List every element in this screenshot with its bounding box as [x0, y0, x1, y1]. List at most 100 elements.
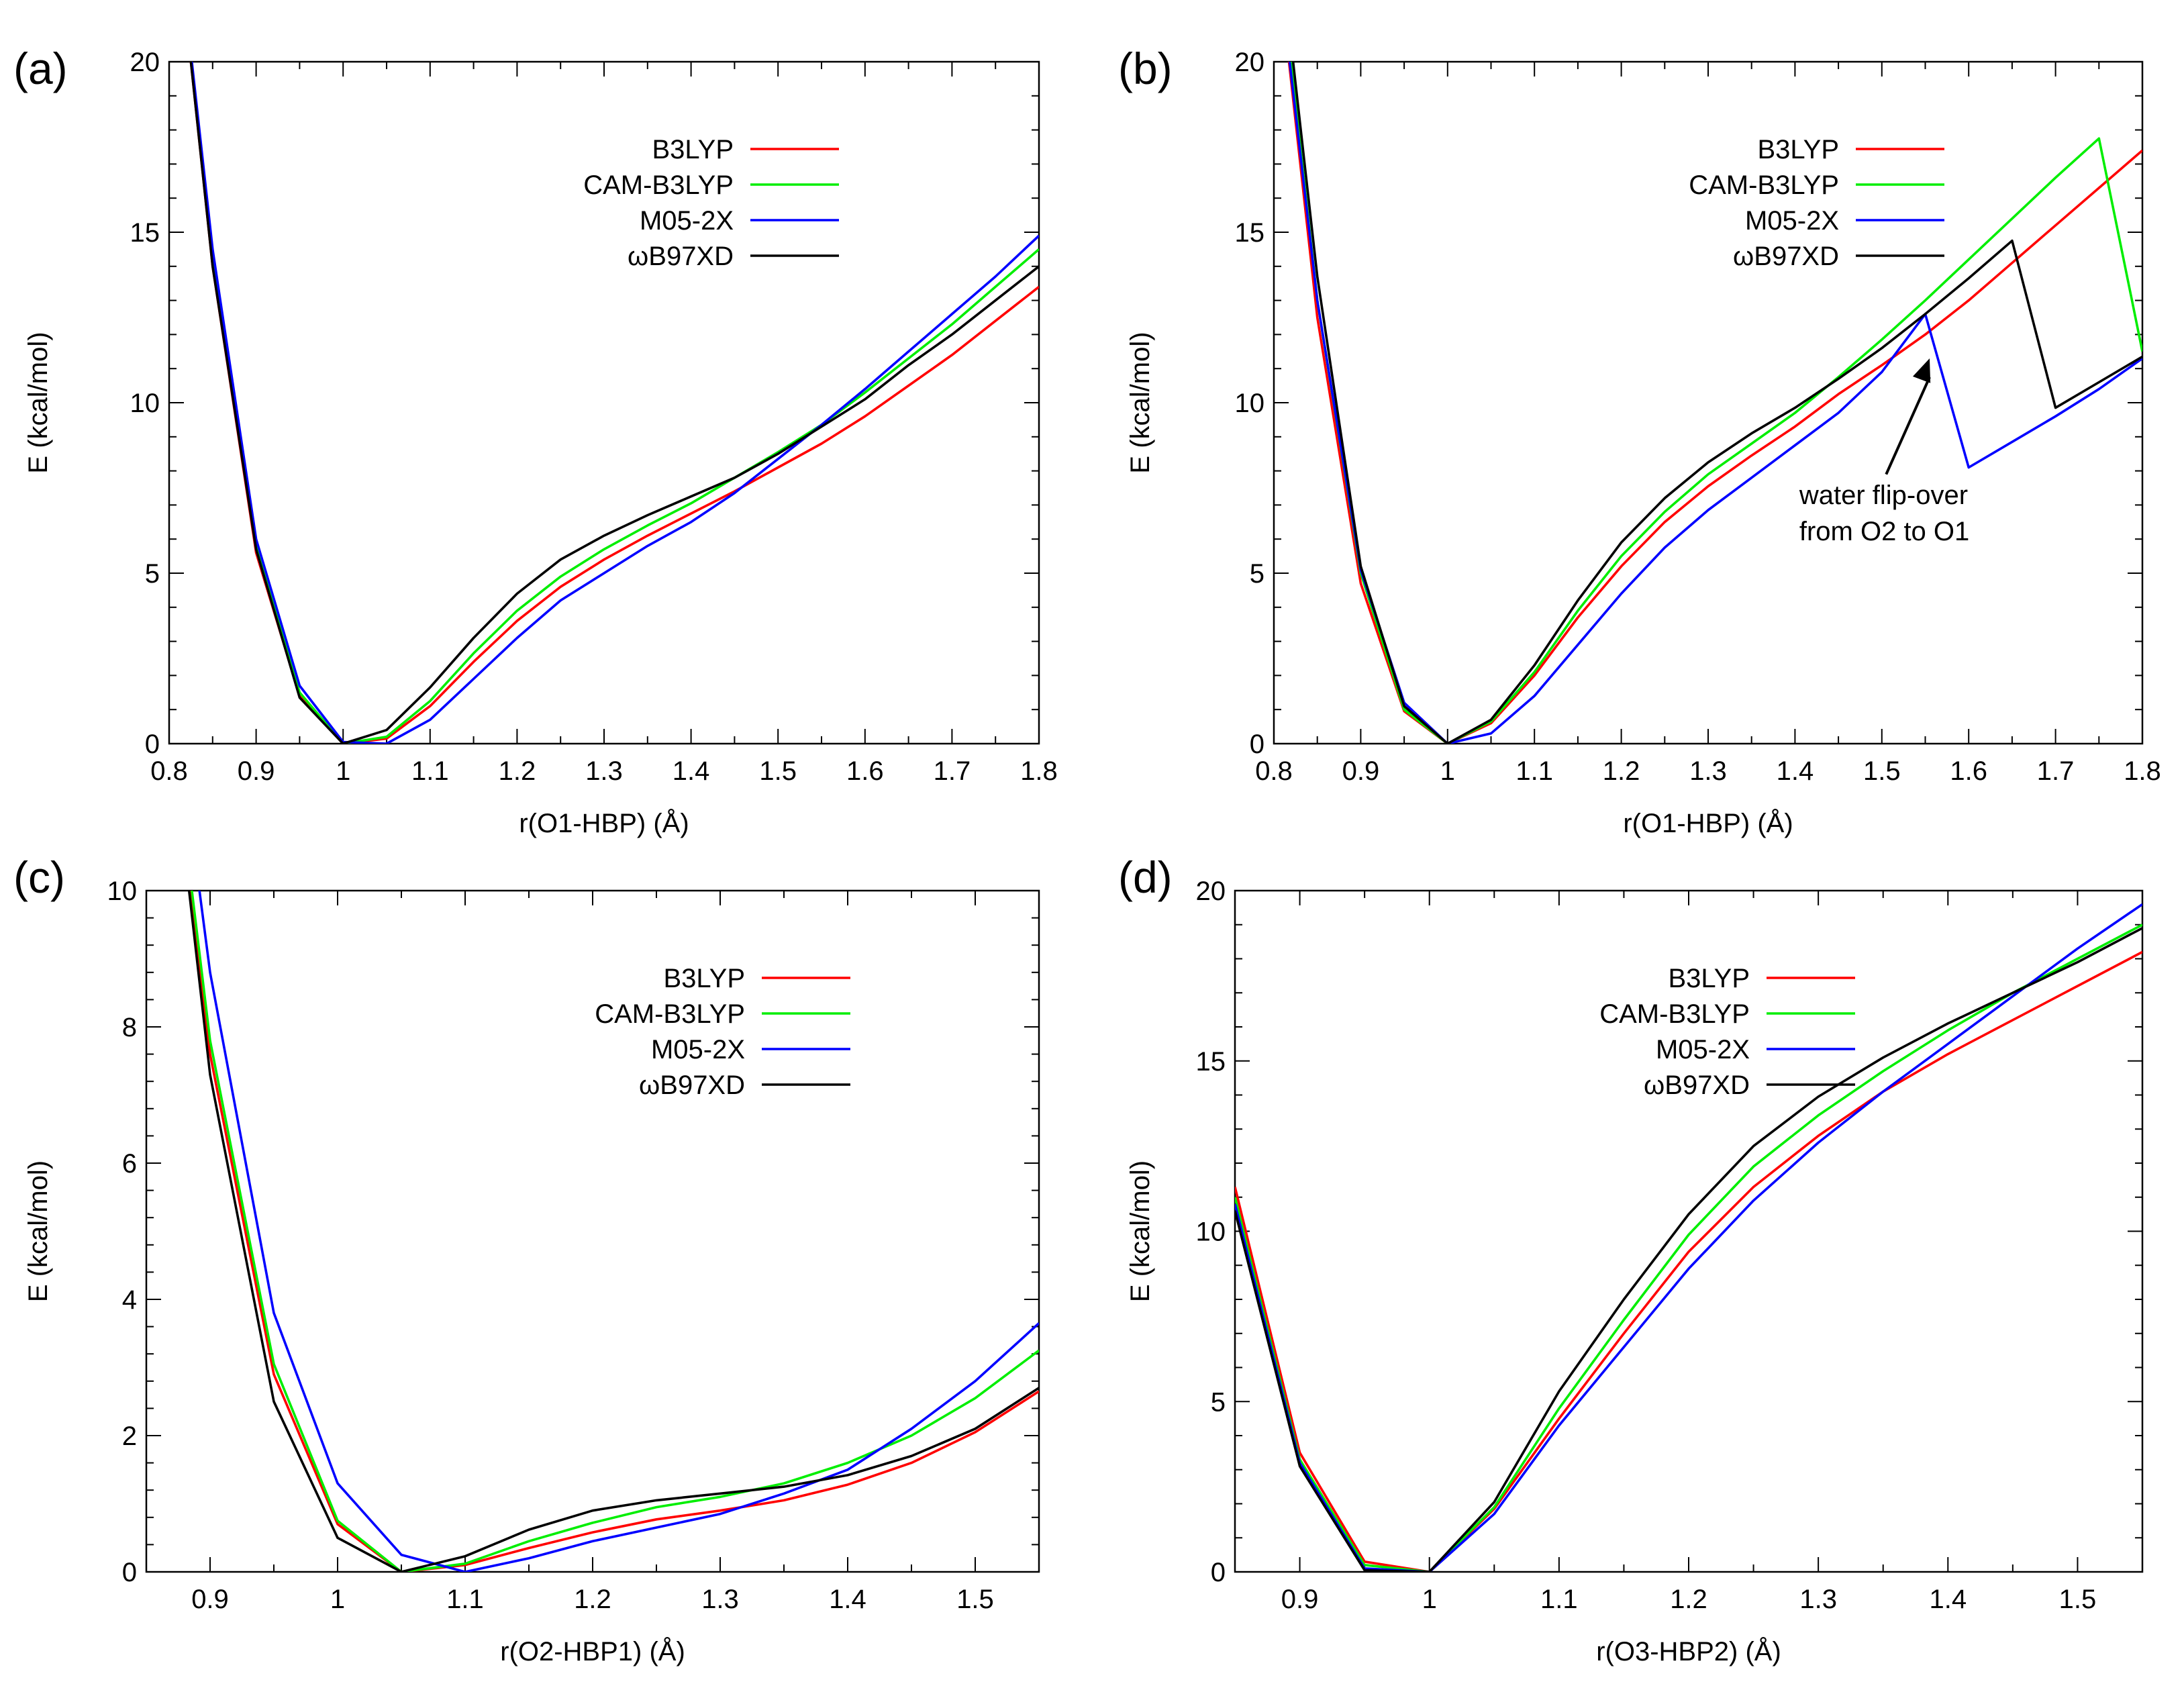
legend-label: B3LYP — [663, 964, 745, 993]
plot-frame — [1273, 60, 2144, 745]
legend-label: CAM-B3LYP — [595, 999, 745, 1029]
series-group — [1287, 62, 2142, 744]
series-line-m05-2x — [190, 62, 1039, 744]
y-tick-label: 15 — [130, 218, 160, 248]
plot-frame — [168, 60, 1040, 745]
x-tick-label: 1.1 — [1540, 1585, 1578, 1614]
x-tick-label: 1.1 — [1516, 756, 1553, 786]
y-tick-label: 10 — [107, 877, 138, 906]
series-line-b3lyp — [189, 62, 1039, 744]
series-line-b3lyp — [1287, 62, 2142, 744]
y-tick-label: 5 — [1211, 1387, 1226, 1417]
x-tick-label: 1.4 — [829, 1585, 866, 1614]
annotation-text: from O2 to O1 — [1799, 517, 1969, 546]
legend-label: ωB97XD — [1733, 242, 1839, 271]
series-line--b97xd — [189, 62, 1039, 744]
legend-label: M05-2X — [1656, 1035, 1750, 1064]
y-tick-label: 2 — [122, 1422, 137, 1451]
y-tick-label: 15 — [1196, 1047, 1226, 1077]
legend-label: M05-2X — [1745, 206, 1839, 236]
x-axis-label: r(O1-HBP) (Å) — [519, 808, 689, 838]
legend-label: B3LYP — [652, 135, 734, 164]
x-tick-label: 1.5 — [2059, 1585, 2097, 1614]
series-line-m05-2x — [1288, 62, 2142, 744]
x-tick-label: 1.7 — [2037, 756, 2075, 786]
x-tick-label: 1.3 — [1689, 756, 1727, 786]
legend-label: ωB97XD — [639, 1071, 745, 1100]
legend-label: M05-2X — [651, 1035, 745, 1064]
y-tick-label: 10 — [1196, 1217, 1226, 1247]
y-tick-label: 0 — [122, 1558, 137, 1587]
x-tick-label: 1 — [1440, 756, 1455, 786]
panel-label: (a) — [13, 44, 68, 93]
x-tick-label: 1.7 — [934, 756, 971, 786]
series-line-cam-b3lyp — [191, 891, 1039, 1572]
series-line-b3lyp — [189, 891, 1039, 1572]
x-tick-label: 1.2 — [1670, 1585, 1707, 1614]
y-tick-label: 10 — [1235, 389, 1265, 418]
panel-a: 0.8 0.9 1 1.1 1.2 1.3 1.4 1.5 1.6 1.7 1.8 0 5 10 15 20 r… — [13, 44, 1058, 838]
panel-label: (c) — [13, 852, 65, 902]
series-group — [187, 891, 1039, 1572]
y-tick-label: 20 — [130, 48, 160, 77]
x-tick-label: 1.2 — [499, 756, 536, 786]
series-group — [1235, 903, 2142, 1572]
legend-label: B3LYP — [1668, 964, 1750, 993]
series-group — [189, 62, 1039, 744]
annotation-text: water flip-over — [1799, 481, 1968, 510]
y-axis-label: E (kcal/mol) — [23, 332, 53, 473]
plot-frame — [145, 889, 1040, 1573]
y-tick-label: 5 — [145, 559, 160, 589]
y-tick-label: 10 — [130, 389, 160, 418]
x-tick-label: 1.5 — [759, 756, 797, 786]
y-axis-label: E (kcal/mol) — [23, 1160, 53, 1302]
x-tick-label: 0.8 — [150, 756, 188, 786]
panel-c: 0.9 1 1.1 1.2 1.3 1.4 1.5 0 2 4 6 8 10 r(O2-HBP1) (Å)… — [13, 852, 1040, 1666]
x-tick-label: 1 — [1422, 1585, 1437, 1614]
x-tick-label: 1.8 — [1020, 756, 1058, 786]
y-tick-label: 20 — [1235, 48, 1265, 77]
x-tick-label: 1.3 — [701, 1585, 739, 1614]
y-axis-label: E (kcal/mol) — [1126, 332, 1155, 473]
x-tick-label: 1.6 — [846, 756, 884, 786]
panel-d: 0.9 1 1.1 1.2 1.3 1.4 1.5 0 5 10 15 20 r(O3-HBP2) (Å… — [1118, 852, 2144, 1666]
x-tick-label: 1.2 — [1603, 756, 1640, 786]
x-tick-label: 1 — [336, 756, 350, 786]
y-tick-label: 5 — [1250, 559, 1264, 589]
x-tick-label: 1.8 — [2124, 756, 2161, 786]
y-tick-label: 0 — [1250, 730, 1264, 759]
y-tick-label: 8 — [122, 1013, 137, 1042]
legend-label: B3LYP — [1757, 135, 1839, 164]
y-tick-label: 0 — [145, 730, 160, 759]
x-tick-label: 1.1 — [446, 1585, 484, 1614]
x-tick-label: 0.9 — [1281, 1585, 1319, 1614]
x-tick-label: 1.4 — [1777, 756, 1814, 786]
x-tick-label: 0.8 — [1255, 756, 1293, 786]
legend-label: CAM-B3LYP — [583, 170, 734, 200]
panel-label: (d) — [1118, 852, 1173, 902]
legend-label: ωB97XD — [1644, 1071, 1750, 1100]
x-axis-label: r(O2-HBP1) (Å) — [500, 1636, 685, 1666]
x-tick-label: 1.5 — [1863, 756, 1901, 786]
x-tick-label: 1.5 — [956, 1585, 994, 1614]
x-tick-label: 0.9 — [1342, 756, 1380, 786]
x-tick-label: 1.3 — [585, 756, 623, 786]
legend-label: CAM-B3LYP — [1599, 999, 1750, 1029]
series-line-cam-b3lyp — [1235, 924, 2142, 1572]
x-tick-label: 1.4 — [673, 756, 710, 786]
x-tick-label: 1.4 — [1929, 1585, 1967, 1614]
annotation-arrow-head — [1912, 358, 1931, 383]
y-tick-label: 15 — [1235, 218, 1265, 248]
x-tick-label: 1 — [330, 1585, 345, 1614]
series-line--b97xd — [1235, 927, 2142, 1572]
annotation-arrow-shaft — [1885, 377, 1931, 475]
legend-label: CAM-B3LYP — [1689, 170, 1839, 200]
series-line-cam-b3lyp — [1289, 62, 2142, 744]
y-tick-label: 4 — [122, 1285, 137, 1315]
legend-label: M05-2X — [640, 206, 734, 236]
x-tick-label: 1.2 — [574, 1585, 611, 1614]
y-tick-label: 6 — [122, 1149, 137, 1179]
x-tick-label: 0.9 — [238, 756, 275, 786]
series-line-b3lyp — [1235, 950, 2142, 1572]
